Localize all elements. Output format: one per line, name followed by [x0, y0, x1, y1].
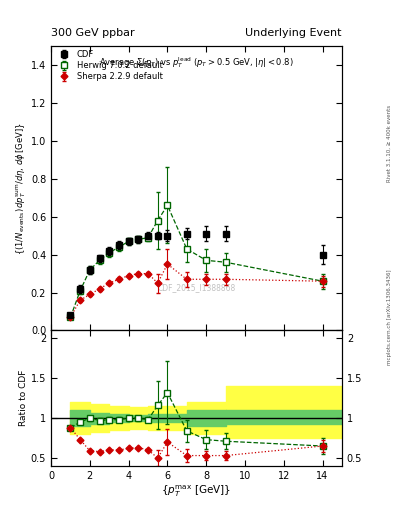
Text: mcplots.cern.ch [arXiv:1306.3436]: mcplots.cern.ch [arXiv:1306.3436]	[387, 270, 392, 365]
Text: Underlying Event: Underlying Event	[245, 28, 342, 38]
Text: Average $\Sigma(p_T)$ vs $p_T^{\rm lead}$ ($p_T > 0.5$ GeV, $|\eta| < 0.8$): Average $\Sigma(p_T)$ vs $p_T^{\rm lead}…	[99, 55, 294, 70]
Legend: CDF, Herwig 7.0.2 default, Sherpa 2.2.9 default: CDF, Herwig 7.0.2 default, Sherpa 2.2.9 …	[53, 49, 164, 83]
Y-axis label: $\{(1/N_{\rm events})\, dp_T^{\rm sum}/d\eta,\, d\phi\, [\rm GeV]\}$: $\{(1/N_{\rm events})\, dp_T^{\rm sum}/d…	[15, 122, 28, 255]
Y-axis label: Ratio to CDF: Ratio to CDF	[19, 370, 28, 426]
Text: CDF_2015_I1388868: CDF_2015_I1388868	[157, 283, 236, 292]
Text: Rivet 3.1.10, ≥ 400k events: Rivet 3.1.10, ≥ 400k events	[387, 105, 392, 182]
Text: 300 GeV ppbar: 300 GeV ppbar	[51, 28, 135, 38]
X-axis label: $\{p_T^{\rm max}\ [\rm GeV]\}$: $\{p_T^{\rm max}\ [\rm GeV]\}$	[162, 483, 231, 499]
